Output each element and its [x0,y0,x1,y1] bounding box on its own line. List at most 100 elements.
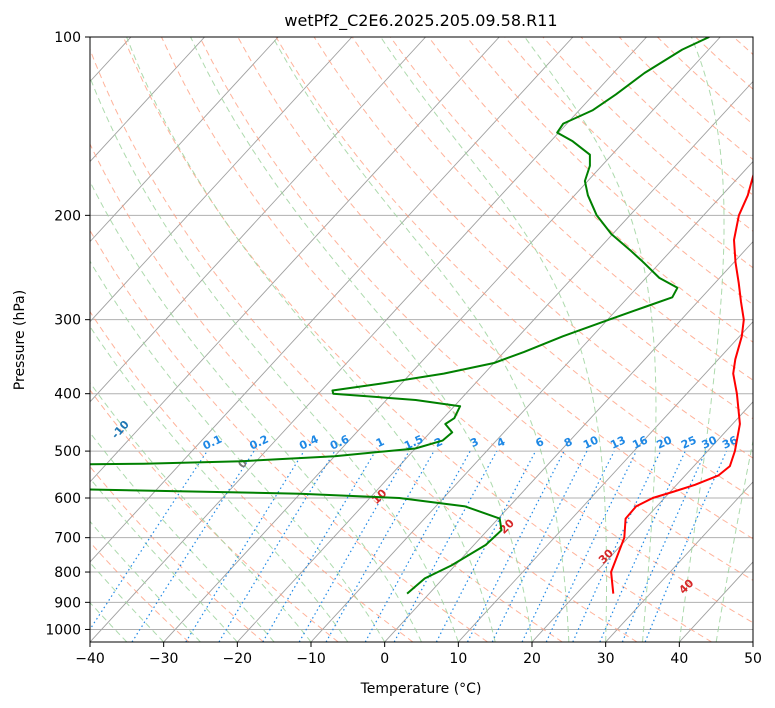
x-tick-label: 30 [597,651,615,667]
isotherm-line [384,240,753,642]
moist-adiabat [715,438,753,642]
y-tick-label: 800 [54,565,81,581]
dry-adiabat [199,37,753,581]
isotherm-line [90,37,574,563]
dry-adiabat [237,37,753,540]
mixing-ratio-label: 10 [581,433,601,451]
isotherm-line [458,321,753,642]
dry-adiabat [657,37,753,125]
moist-adiabat [90,431,275,642]
isotherm-line [237,80,753,642]
dry-adiabat [428,37,753,343]
moist-adiabat [678,37,725,642]
moist-adiabat [380,37,608,642]
sounding-series [90,37,753,595]
isotherm-line [531,401,753,642]
dry-adiabat [466,37,753,306]
moist-adiabat [90,477,238,642]
y-tick-label: 700 [54,531,81,547]
adiabat-labels: -100-90-80-70-60-50-40-30-20-100.10.20.4… [25,383,740,597]
dry-adiabat [90,465,264,642]
dewpoint-profile [90,37,710,595]
mixing-ratio-line [218,450,336,642]
plot-area: -100-90-80-70-60-50-40-30-20-100.10.20.4… [0,37,753,642]
y-axis-ticks: 100 200 300 400 500 600 700 800 900 1000 [45,30,90,638]
mixing-ratio-line [262,450,376,642]
mixing-ratio-line [545,450,637,642]
skewed-isotherms [0,37,753,642]
moist-adiabat [90,180,422,642]
y-tick-label: 600 [54,491,81,507]
moist-adiabat [190,37,533,642]
dry-adiabat [90,389,339,642]
x-tick-label: −30 [149,651,179,667]
isotherm-line [90,37,647,642]
x-tick-label: −20 [223,651,253,667]
dry-adiabat [733,37,753,56]
isotherm-line [90,37,353,323]
dry-adiabat [389,37,753,381]
isotherm-line [679,561,753,642]
mixing-ratio-label: 20 [655,433,675,451]
mixing-ratio-line [90,450,208,631]
y-tick-label: 100 [54,30,81,46]
mixing-ratio-line [572,450,662,642]
moist-adiabats [90,37,753,642]
dry-adiabat [90,47,638,642]
moist-adiabat [524,37,657,642]
y-tick-label: 900 [54,595,81,611]
x-tick-label: 40 [670,651,688,667]
mixing-ratio-label: 4 [495,435,508,450]
moist-adiabat [272,37,570,642]
dry-adiabat-label: -20 [25,383,48,407]
y-tick-label: 1000 [45,622,81,638]
dry-adiabat [90,143,563,642]
mixing-ratio-label: 30 [700,433,720,451]
y-tick-label: 300 [54,313,81,329]
moist-adiabat-label: 40 [676,576,696,596]
mixing-ratio-label: 3 [468,435,480,450]
y-axis-label: Pressure (hPa) [12,290,28,390]
mixing-ratio-line [521,450,615,642]
moist-adiabat [126,37,496,642]
mixing-ratio-line [393,450,498,642]
mixing-ratio-label: 6 [534,435,547,450]
mixing-ratio-label: 13 [608,433,627,451]
mixing-ratio-lines [90,450,728,642]
dry-adiabat [90,229,488,642]
dry-adiabat [90,541,190,642]
moist-adiabat [90,260,386,642]
isotherm-line [90,37,279,243]
mixing-ratio-line [599,450,686,642]
x-tick-label: 10 [449,651,467,667]
moist-adiabat [90,381,312,642]
moist-adiabat [90,325,349,642]
dry-adiabat-label: -10 [109,418,132,442]
x-tick-label: 50 [744,651,762,667]
isotherm-line [90,37,500,483]
y-tick-label: 200 [54,208,81,224]
isotherm-line [752,641,753,642]
x-tick-label: −10 [296,651,326,667]
isotherm-line [163,37,721,642]
y-tick-label: 400 [54,387,81,403]
mixing-ratio-line [364,450,471,642]
x-axis-ticks: −40 −30 −20 −10 0 10 20 30 40 50 [75,642,762,667]
dry-adiabat [161,37,753,624]
dry-adiabat [351,37,753,420]
y-tick-label: 500 [54,444,81,460]
dry-adiabat [275,37,753,499]
x-tick-label: 20 [523,651,541,667]
mixing-ratio-label: 16 [630,433,650,451]
mixing-ratio-line [644,450,728,642]
plot-frame [89,36,754,643]
isotherm-line [0,37,57,642]
mixing-ratio-label: 25 [679,433,698,451]
x-tick-label: 0 [380,651,389,667]
isotherm-line [90,37,205,163]
dry-adiabats [90,37,753,642]
dry-adiabat [122,37,712,642]
x-tick-label: −40 [75,651,105,667]
moist-adiabat [90,76,459,642]
mixing-ratio-line [185,450,305,642]
